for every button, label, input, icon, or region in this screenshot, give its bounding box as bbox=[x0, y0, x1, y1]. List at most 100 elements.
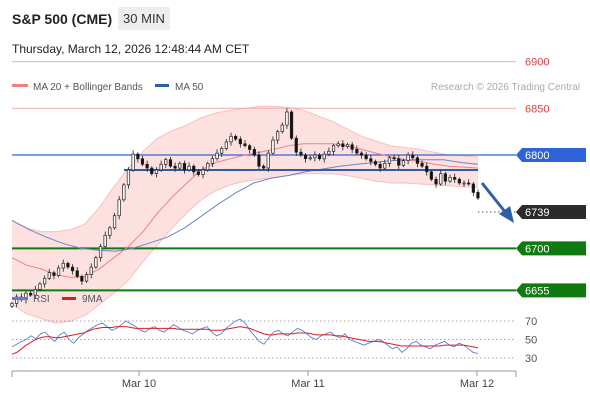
level-label-6850: 6850 bbox=[525, 103, 549, 115]
candle-body bbox=[201, 169, 205, 175]
candle-body bbox=[350, 144, 354, 150]
level-tag-6739 bbox=[516, 204, 586, 219]
candle-body bbox=[210, 158, 214, 164]
candle-body bbox=[439, 173, 443, 185]
level-tag-6800 bbox=[516, 148, 586, 162]
candle-body bbox=[280, 124, 284, 132]
candle-body bbox=[173, 165, 177, 169]
candle-body bbox=[276, 131, 280, 141]
ma50-line bbox=[11, 159, 479, 252]
rsi-ma-legend-swatch bbox=[62, 297, 76, 300]
candle-body bbox=[61, 262, 65, 269]
price-level-labels: 6900 6850 6800 6739 6700 6655 bbox=[516, 57, 586, 298]
candle-body bbox=[187, 165, 191, 171]
rsi-legend-label: RSI bbox=[33, 294, 50, 305]
candle-body bbox=[84, 274, 89, 282]
rsi-line bbox=[11, 318, 479, 354]
candle-body bbox=[29, 292, 33, 296]
forecast-arrow-shaft bbox=[480, 182, 508, 214]
candle-body bbox=[94, 257, 98, 268]
rsi-legend-swatch bbox=[12, 297, 28, 300]
ma50-legend-label: MA 50 bbox=[175, 82, 204, 93]
candle-body bbox=[89, 266, 93, 275]
candle-body bbox=[33, 289, 37, 296]
candle-body bbox=[425, 165, 429, 173]
candle-body bbox=[238, 138, 242, 145]
candle-body bbox=[140, 158, 145, 165]
forecast-arrow-head bbox=[499, 206, 514, 223]
candle-body bbox=[196, 171, 200, 175]
candle-body bbox=[457, 178, 461, 184]
candle-body bbox=[373, 161, 378, 165]
candle-body bbox=[294, 137, 298, 153]
candle-body bbox=[271, 139, 275, 154]
candle-body bbox=[220, 148, 224, 154]
candle-body bbox=[383, 163, 387, 169]
level-tag-6700 bbox=[516, 241, 586, 256]
x-tick-label: Mar 12 bbox=[460, 378, 494, 390]
candle-body bbox=[108, 227, 112, 236]
candle-body bbox=[70, 266, 75, 272]
candle-body bbox=[234, 135, 238, 140]
candle-body bbox=[80, 276, 84, 282]
candle-body bbox=[10, 303, 14, 307]
candle-body bbox=[299, 151, 303, 156]
candle-body bbox=[369, 158, 373, 162]
candle-body bbox=[136, 153, 140, 160]
candle-body bbox=[341, 143, 345, 147]
bollinger-lower-line bbox=[11, 173, 479, 324]
level-label-6800: 6800 bbox=[525, 150, 549, 162]
timeframe-badge[interactable]: 30 MIN bbox=[118, 7, 170, 30]
candle-body bbox=[471, 183, 475, 193]
candle-body bbox=[52, 272, 56, 276]
credit-label: Research © 2026 Trading Central bbox=[431, 82, 580, 93]
bollinger-band-fill bbox=[12, 106, 478, 324]
candle-body bbox=[313, 154, 317, 159]
candle-body bbox=[336, 143, 340, 147]
candle-body bbox=[159, 163, 163, 171]
candle-body bbox=[56, 267, 61, 276]
candle-body bbox=[467, 182, 471, 185]
forecast-arrow-group bbox=[480, 182, 514, 223]
candle-body bbox=[462, 182, 466, 185]
candle-body bbox=[103, 234, 107, 247]
level-label-6655: 6655 bbox=[525, 285, 549, 297]
candle-body bbox=[411, 154, 415, 159]
candle-body bbox=[229, 135, 233, 143]
level-label-6900: 6900 bbox=[525, 57, 549, 69]
candle-body bbox=[252, 149, 256, 156]
rsi-ma-legend-label: 9MA bbox=[82, 294, 103, 305]
candle-body bbox=[303, 154, 308, 160]
rsi-tick-label: 70 bbox=[525, 316, 537, 328]
candle-body bbox=[75, 270, 79, 277]
candle-body bbox=[476, 192, 480, 199]
datetime-label: Thursday, March 12, 2026 12:48:44 AM CET bbox=[12, 42, 250, 56]
candle-body bbox=[401, 160, 406, 166]
candle-body bbox=[154, 169, 159, 174]
candle-body bbox=[66, 262, 70, 268]
candle-body bbox=[243, 143, 247, 147]
candle-body bbox=[378, 163, 382, 169]
candle-body bbox=[392, 157, 396, 160]
rsi-panel: 70 50 30 bbox=[11, 316, 537, 365]
level-label-6700: 6700 bbox=[525, 243, 549, 255]
candle-body bbox=[406, 154, 410, 161]
candle-body bbox=[178, 163, 182, 169]
price-levels bbox=[12, 61, 516, 292]
candle-body bbox=[387, 157, 392, 164]
candle-body bbox=[317, 154, 322, 160]
candle-body bbox=[285, 111, 289, 126]
candle-body bbox=[131, 153, 135, 171]
candle-body bbox=[164, 159, 168, 165]
candle-body bbox=[322, 153, 326, 160]
candle-body bbox=[345, 144, 350, 147]
candle-body bbox=[308, 157, 312, 160]
candle-body bbox=[122, 184, 126, 201]
candle-body bbox=[43, 277, 47, 285]
candle-body bbox=[327, 150, 331, 155]
candle-body bbox=[182, 163, 187, 171]
candle-body bbox=[168, 159, 173, 167]
level-label-6739: 6739 bbox=[525, 207, 549, 219]
